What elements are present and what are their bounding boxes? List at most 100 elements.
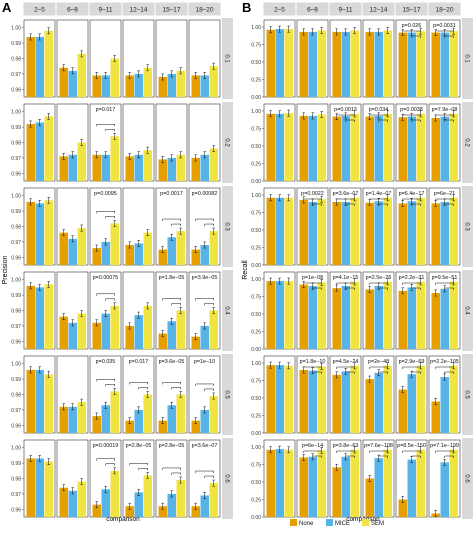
bar-none <box>158 249 167 265</box>
significance-bracket <box>411 455 421 458</box>
bar-sem <box>209 231 218 265</box>
column-header-strip <box>122 2 155 16</box>
bar-sem <box>350 449 359 517</box>
panel-letter: A <box>2 0 12 15</box>
significance-bracket <box>336 282 355 285</box>
bar-mice <box>167 237 176 265</box>
column-header-label: 15–17 <box>162 7 180 14</box>
significance-bracket <box>411 287 421 290</box>
bar-none <box>299 115 308 181</box>
p-value-label: p=6e−21 <box>434 191 455 197</box>
y-tick-label: 0.98 <box>11 309 21 315</box>
bar-sem <box>284 197 293 265</box>
bar-sem <box>449 449 458 517</box>
bar-none <box>26 124 35 181</box>
bar-none <box>59 67 68 97</box>
significance-bracket <box>336 366 355 369</box>
column-header-strip <box>428 2 461 16</box>
bar-none <box>299 370 308 433</box>
bar-sem <box>284 449 293 517</box>
significance-bracket <box>378 119 388 122</box>
significance-bracket <box>402 282 421 285</box>
bar-sem <box>110 136 119 181</box>
column-header-strip <box>23 2 56 16</box>
p-value-label: p=7.1e−199 <box>430 443 459 449</box>
row-header-label: 0.5 <box>464 390 470 399</box>
significance-bracket <box>444 371 454 374</box>
significance-bracket <box>345 119 355 122</box>
bar-mice <box>308 31 317 97</box>
bar-none <box>59 406 68 433</box>
column-header-label: 2–5 <box>274 7 285 14</box>
bar-none <box>26 36 35 97</box>
column-header-strip <box>155 2 188 16</box>
legend-label: MICE <box>335 521 350 527</box>
bar-mice <box>167 493 176 517</box>
bar-sem <box>284 281 293 349</box>
significance-bracket <box>444 35 454 38</box>
significance-bracket <box>162 382 181 385</box>
bar-mice <box>68 406 77 433</box>
significance-bracket <box>105 463 115 466</box>
bar-none <box>191 506 200 517</box>
bar-none <box>26 458 35 517</box>
bar-mice <box>35 458 44 517</box>
p-value-label: p=4.5e−24 <box>333 359 359 365</box>
bar-mice <box>200 244 209 265</box>
bar-mice <box>68 490 77 517</box>
bar-sem <box>110 470 119 517</box>
column-header-strip <box>56 2 89 16</box>
p-value-label: p=0.0031 <box>433 23 456 29</box>
bar-mice <box>341 456 350 517</box>
column-header-strip <box>89 2 122 16</box>
significance-bracket <box>435 450 454 453</box>
significance-bracket <box>444 203 454 206</box>
significance-bracket <box>336 114 355 117</box>
bar-none <box>59 156 68 181</box>
y-tick-label: 0.25 <box>251 498 261 504</box>
p-value-label: p=2.5e−26 <box>366 275 392 281</box>
bar-sem <box>350 113 359 181</box>
bar-mice <box>101 405 110 433</box>
significance-bracket <box>195 383 214 386</box>
significance-bracket <box>96 458 115 461</box>
bar-sem <box>383 365 392 433</box>
bar-sem <box>317 199 326 265</box>
bar-mice <box>35 287 44 349</box>
significance-bracket <box>402 366 421 369</box>
p-value-label: p=0.0022 <box>301 191 324 197</box>
bar-mice <box>308 286 317 349</box>
significance-bracket <box>171 472 181 475</box>
bar-mice <box>68 154 77 181</box>
bar-sem <box>350 197 359 265</box>
bar-sem <box>209 148 218 181</box>
y-tick-label: 0.75 <box>251 463 261 469</box>
bar-sem <box>110 305 119 349</box>
significance-bracket <box>378 455 388 458</box>
y-tick-label: 0.00 <box>251 431 261 437</box>
significance-bracket <box>411 119 421 122</box>
p-value-label: p=0.035 <box>96 359 116 365</box>
bar-mice <box>167 73 176 97</box>
bar-mice <box>275 365 284 433</box>
bar-none <box>365 116 374 181</box>
bar-none <box>266 29 275 97</box>
bar-none <box>431 293 440 349</box>
y-tick-label: 0.50 <box>251 396 261 402</box>
significance-bracket <box>435 366 454 369</box>
bar-mice <box>101 489 110 517</box>
y-tick-label: 1.00 <box>251 109 261 115</box>
significance-bracket <box>411 35 421 38</box>
significance-bracket <box>369 450 388 453</box>
bar-none <box>92 154 101 181</box>
bar-sem <box>176 310 185 349</box>
bar-sem <box>317 366 326 433</box>
bar-none <box>125 156 134 181</box>
y-tick-label: 0.96 <box>11 255 21 261</box>
p-value-label: p=0.017 <box>129 359 149 365</box>
legend-key-sem <box>362 519 369 526</box>
significance-bracket <box>444 119 454 122</box>
bar-none <box>332 116 341 181</box>
bar-sem <box>284 29 293 98</box>
bar-none <box>59 487 68 517</box>
